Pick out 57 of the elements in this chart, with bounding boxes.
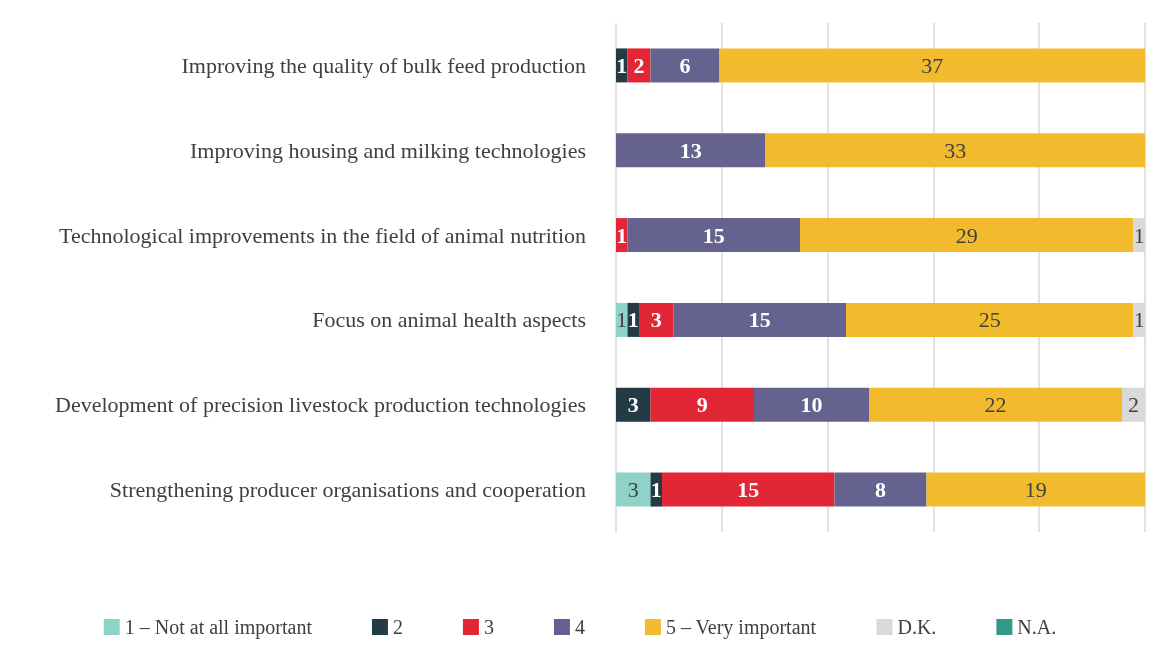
y-tick-label: Strengthening producer organisations and cooperation [109, 477, 586, 503]
data-label: 13 [679, 137, 702, 163]
data-label: 1 [627, 307, 639, 333]
bar [627, 218, 800, 253]
bar [834, 472, 927, 507]
data-label: 3 [650, 307, 662, 333]
data-label: 15 [737, 477, 760, 503]
bar [869, 387, 1122, 422]
data-label: 1 [1133, 307, 1145, 333]
bar [800, 218, 1134, 253]
data-label: 8 [875, 477, 886, 503]
data-label: 10 [800, 392, 823, 418]
bar [650, 387, 754, 422]
data-label: 29 [955, 222, 978, 248]
bar [616, 133, 766, 168]
bar [639, 302, 674, 337]
legend-label: D.K. [897, 616, 937, 638]
data-label: 15 [702, 222, 725, 248]
bar [846, 302, 1134, 337]
data-label: 25 [978, 307, 1001, 333]
data-label: 22 [984, 392, 1007, 418]
bar [650, 48, 720, 83]
bar [616, 387, 651, 422]
legend-label: 2 [392, 616, 403, 638]
bar [719, 48, 1145, 83]
data-label: 3 [627, 477, 639, 503]
bar [616, 302, 628, 337]
bar [616, 472, 651, 507]
y-tick-label: Technological improvements in the field of animal nutrition [59, 222, 586, 248]
data-label: 37 [921, 52, 944, 78]
data-label: 2 [1128, 392, 1139, 418]
legend-label: 5 – Very important [665, 616, 817, 639]
bar [765, 133, 1145, 168]
y-tick-label: Development of precision livestock production technologies [55, 392, 586, 418]
bar [662, 472, 835, 507]
y-tick-label: Improving housing and milking technologies [190, 137, 586, 163]
legend-label: N.A. [1017, 616, 1057, 638]
data-label: 15 [748, 307, 771, 333]
data-label: 1 [616, 52, 628, 78]
bar [673, 302, 846, 337]
data-label: 1 [616, 222, 628, 248]
data-label: 2 [633, 52, 645, 78]
data-label: 19 [1024, 477, 1047, 503]
data-label: 33 [944, 137, 967, 163]
data-label: 6 [679, 52, 691, 78]
data-label: 1 [650, 477, 662, 503]
data-label: 3 [627, 392, 639, 418]
bar [926, 472, 1145, 507]
data-label: 1 [1133, 222, 1145, 248]
y-tick-label: Improving the quality of bulk feed production [181, 52, 586, 78]
data-label: 9 [696, 392, 708, 418]
data-label: 1 [616, 307, 628, 333]
legend-label: 3 [483, 616, 494, 638]
legend-label: 1 – Not at all important [124, 616, 313, 639]
y-tick-label: Focus on animal health aspects [312, 307, 586, 333]
legend-label: 4 [574, 616, 585, 638]
bar [754, 387, 869, 422]
